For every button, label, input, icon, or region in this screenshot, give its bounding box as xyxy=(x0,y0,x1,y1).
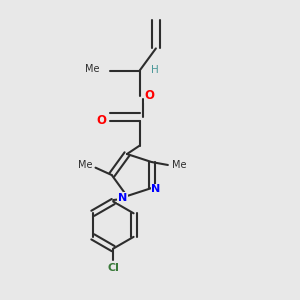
Text: N: N xyxy=(118,193,127,202)
Text: O: O xyxy=(96,114,106,127)
Text: N: N xyxy=(152,184,161,194)
Text: Me: Me xyxy=(85,64,99,74)
Text: Me: Me xyxy=(78,160,93,170)
Text: Me: Me xyxy=(172,160,187,170)
Text: Cl: Cl xyxy=(107,263,119,273)
Text: H: H xyxy=(151,65,159,75)
Text: O: O xyxy=(144,89,154,102)
